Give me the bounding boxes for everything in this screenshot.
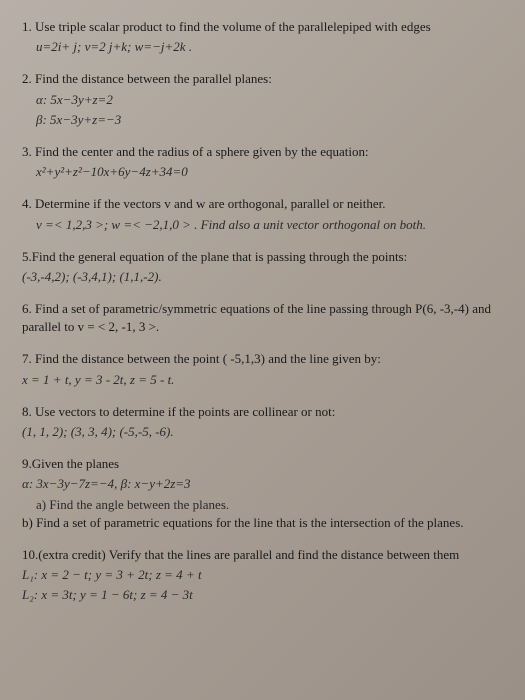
problem-10-l1: L₁: x = 2 − t; y = 3 + 2t; z = 4 + t (22, 566, 503, 584)
problem-9: 9.Given the planes α: 3x−3y−7z=−4, β: x−… (22, 455, 503, 532)
problem-8: 8. Use vectors to determine if the point… (22, 403, 503, 441)
problem-10-l2: L₂: x = 3t; y = 1 − 6t; z = 4 − 3t (22, 586, 503, 604)
problem-1-text: 1. Use triple scalar product to find the… (22, 18, 503, 36)
problem-2-text: 2. Find the distance between the paralle… (22, 70, 503, 88)
problem-3-text: 3. Find the center and the radius of a s… (22, 143, 503, 161)
problem-8-text: 8. Use vectors to determine if the point… (22, 403, 503, 421)
problem-2-beta: β: 5x−3y+z=−3 (36, 111, 503, 129)
problem-5-text: 5.Find the general equation of the plane… (22, 248, 503, 266)
problem-8-equation: (1, 1, 2); (3, 3, 4); (-5,-5, -6). (22, 423, 503, 441)
problem-1-equation: u=2i+ j; v=2 j+k; w=−j+2k . (36, 38, 503, 56)
problem-6-text: 6. Find a set of parametric/symmetric eq… (22, 300, 503, 336)
worksheet-page: 1. Use triple scalar product to find the… (0, 0, 525, 637)
problem-1: 1. Use triple scalar product to find the… (22, 18, 503, 56)
problem-5: 5.Find the general equation of the plane… (22, 248, 503, 286)
problem-7-text: 7. Find the distance between the point (… (22, 350, 503, 368)
problem-9-a: a) Find the angle between the planes. (36, 496, 503, 514)
problem-10-text: 10.(extra credit) Verify that the lines … (22, 546, 503, 564)
problem-4-equation: v =< 1,2,3 >; w =< −2,1,0 > . Find also … (36, 216, 503, 234)
problem-4: 4. Determine if the vectors v and w are … (22, 195, 503, 233)
problem-2: 2. Find the distance between the paralle… (22, 70, 503, 129)
problem-4-text: 4. Determine if the vectors v and w are … (22, 195, 503, 213)
problem-7-equation: x = 1 + t, y = 3 - 2t, z = 5 - t. (22, 371, 503, 389)
problem-3: 3. Find the center and the radius of a s… (22, 143, 503, 181)
problem-7: 7. Find the distance between the point (… (22, 350, 503, 388)
problem-9-b: b) Find a set of parametric equations fo… (22, 514, 503, 532)
problem-3-equation: x²+y²+z²−10x+6y−4z+34=0 (36, 163, 503, 181)
problem-10: 10.(extra credit) Verify that the lines … (22, 546, 503, 605)
problem-2-alpha: α: 5x−3y+z=2 (36, 91, 503, 109)
problem-5-equation: (-3,-4,2); (-3,4,1); (1,1,-2). (22, 268, 503, 286)
problem-6: 6. Find a set of parametric/symmetric eq… (22, 300, 503, 336)
problem-9-text: 9.Given the planes (22, 455, 503, 473)
problem-9-equation: α: 3x−3y−7z=−4, β: x−y+2z=3 (22, 475, 503, 493)
